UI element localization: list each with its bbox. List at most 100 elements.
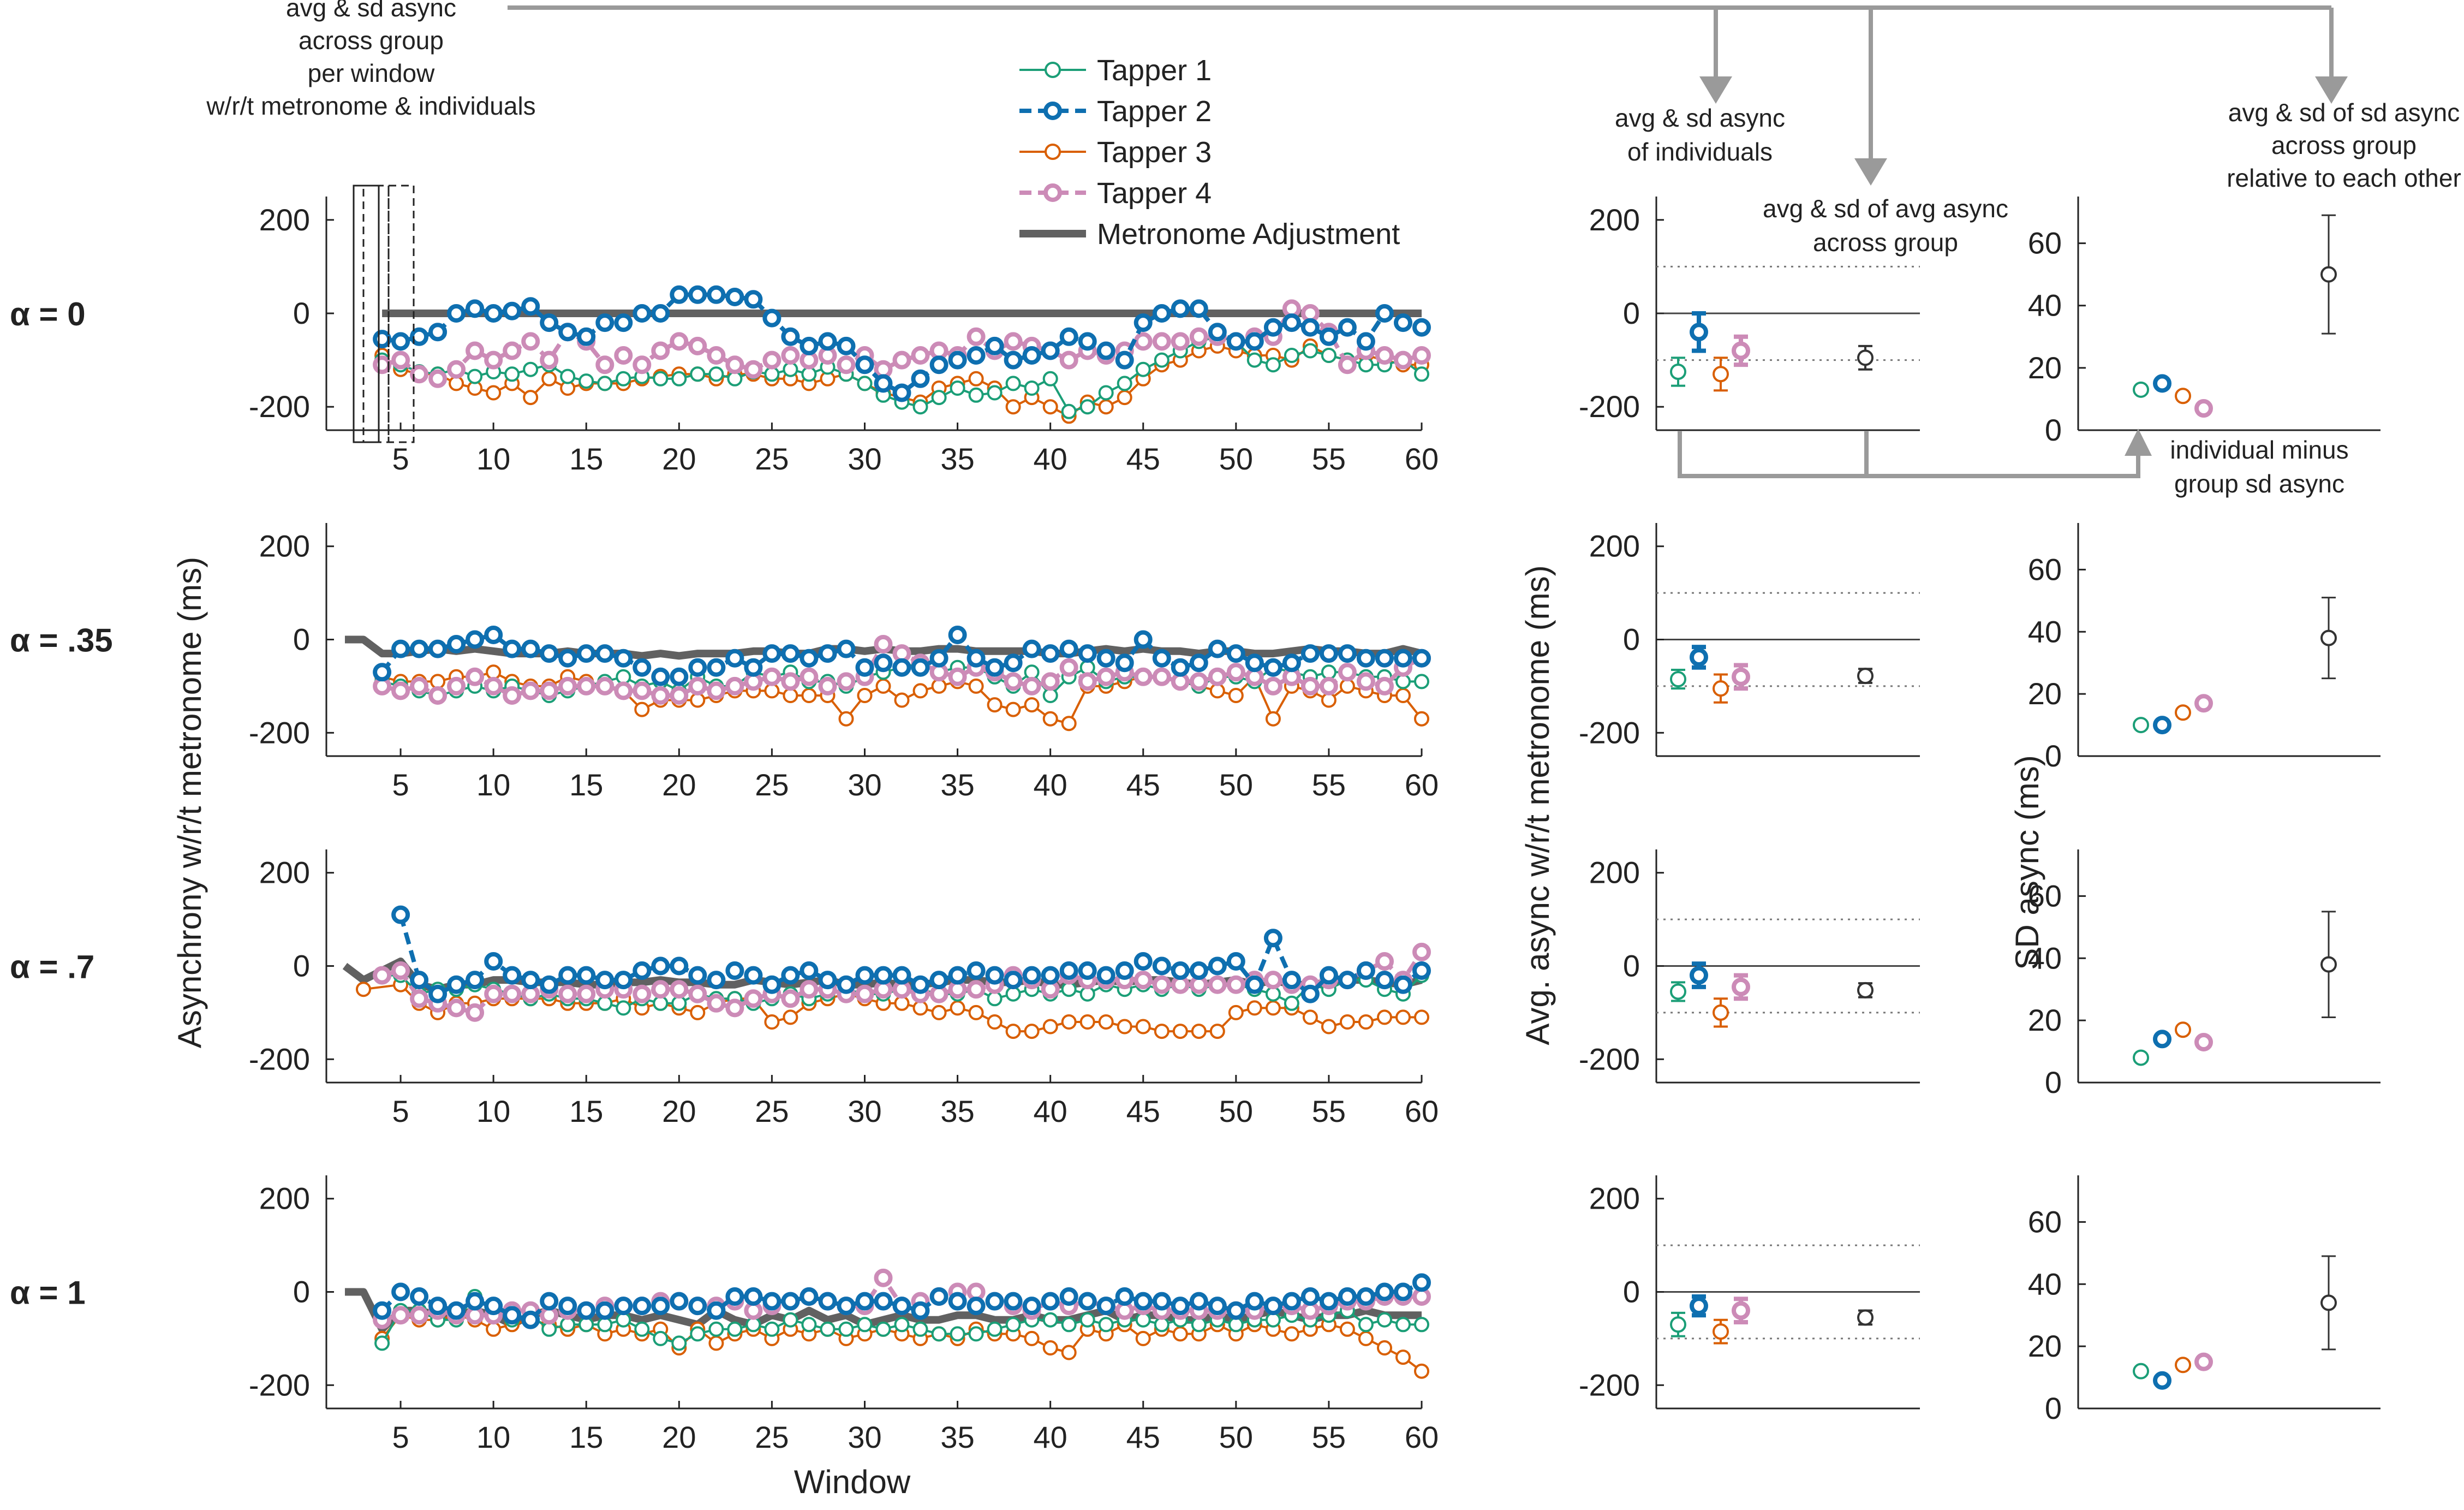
data-point	[484, 676, 503, 695]
data-point	[1265, 357, 1281, 373]
annotation-minus: group sd async	[2174, 469, 2344, 498]
data-point	[577, 644, 596, 663]
data-point	[1414, 1009, 1429, 1025]
data-point	[1152, 975, 1171, 994]
y-tick-label: -200	[1579, 1042, 1640, 1076]
data-point	[688, 1297, 707, 1316]
data-point	[1133, 313, 1153, 332]
data-point	[578, 373, 594, 389]
data-point	[1284, 995, 1299, 1011]
y-tick-label: 0	[293, 1275, 310, 1309]
data-point	[1133, 952, 1153, 971]
data-point	[966, 961, 986, 980]
y-axis-label: Asynchrony w/r/t metronome (ms)	[171, 557, 208, 1048]
x-tick-label: 5	[392, 1094, 409, 1128]
data-point	[410, 1287, 429, 1306]
x-tick-label: 60	[1405, 1094, 1439, 1128]
data-point	[616, 1000, 631, 1016]
data-point	[653, 1330, 669, 1346]
data-point	[1078, 332, 1097, 351]
data-point	[1377, 1009, 1392, 1025]
y-tick-label: -200	[1579, 389, 1640, 424]
data-point	[744, 966, 763, 985]
annotation-minus: individual minus	[2170, 436, 2348, 464]
alpha-label: α = 1	[10, 1275, 86, 1311]
data-point	[670, 980, 689, 999]
data-point	[1246, 1000, 1262, 1016]
data-point	[1338, 971, 1357, 990]
data-point	[521, 332, 540, 351]
data-point	[523, 390, 539, 406]
data-point	[447, 304, 466, 323]
data-point	[1096, 649, 1115, 668]
data-point	[1096, 966, 1115, 985]
x-tick-label: 25	[755, 1094, 789, 1128]
data-point	[1078, 672, 1097, 691]
data-point	[874, 1268, 893, 1287]
mean-point	[1857, 668, 1874, 685]
y-tick-label: 0	[1623, 949, 1640, 983]
data-point	[428, 686, 448, 705]
data-point	[651, 956, 670, 976]
data-point	[1189, 299, 1208, 318]
y-tick-label: 0	[1623, 1275, 1640, 1309]
sd-point	[2153, 716, 2171, 735]
data-point	[670, 1292, 689, 1311]
data-point	[503, 301, 522, 320]
data-point	[1377, 1312, 1392, 1328]
data-point	[1321, 692, 1337, 708]
data-point	[1133, 630, 1153, 649]
data-point	[373, 330, 392, 349]
data-point	[1208, 667, 1227, 686]
data-point	[725, 676, 744, 695]
data-point	[1284, 1326, 1299, 1342]
sd-point	[2133, 1049, 2149, 1066]
data-point	[428, 984, 448, 1003]
sd-point	[2194, 1352, 2213, 1371]
x-tick-label: 50	[1219, 1094, 1253, 1128]
data-point	[540, 681, 559, 700]
data-point	[1117, 390, 1132, 406]
data-point	[1079, 399, 1095, 415]
y-tick-label: 0	[293, 296, 310, 330]
data-point	[1377, 1340, 1392, 1356]
data-point	[467, 368, 483, 384]
data-point	[1042, 1019, 1058, 1035]
data-point	[1319, 966, 1338, 985]
data-point	[707, 658, 726, 677]
y-tick-label: 20	[2028, 676, 2062, 711]
x-tick-label: 10	[476, 442, 510, 476]
data-point	[447, 1301, 466, 1320]
data-point	[651, 304, 670, 323]
data-point	[1208, 1297, 1227, 1316]
data-point	[577, 676, 596, 695]
data-point	[1135, 361, 1151, 377]
mean-point	[1732, 667, 1750, 686]
y-tick-label: -200	[249, 1042, 310, 1076]
x-tick-label: 5	[392, 1420, 409, 1454]
data-point	[1265, 1000, 1281, 1016]
data-point	[447, 635, 466, 653]
data-point	[614, 313, 633, 332]
data-point	[1395, 1317, 1411, 1333]
data-point	[1375, 952, 1394, 971]
data-point	[466, 341, 485, 360]
data-point	[818, 644, 837, 663]
sd-point	[2133, 1363, 2149, 1380]
alpha-label: α = .7	[10, 949, 94, 985]
data-point	[373, 966, 392, 985]
data-point	[931, 678, 947, 694]
data-point	[1005, 1317, 1021, 1333]
data-point	[1133, 332, 1153, 351]
data-point	[1302, 343, 1318, 359]
data-point	[595, 313, 614, 332]
data-point	[818, 676, 837, 695]
mean-point	[1670, 671, 1686, 688]
data-point	[912, 1000, 928, 1016]
sd-point	[2320, 956, 2337, 973]
data-point	[725, 1287, 744, 1306]
data-point	[1059, 961, 1078, 980]
x-tick-label: 20	[662, 768, 696, 802]
data-point	[1022, 676, 1041, 695]
data-point	[1394, 350, 1412, 370]
